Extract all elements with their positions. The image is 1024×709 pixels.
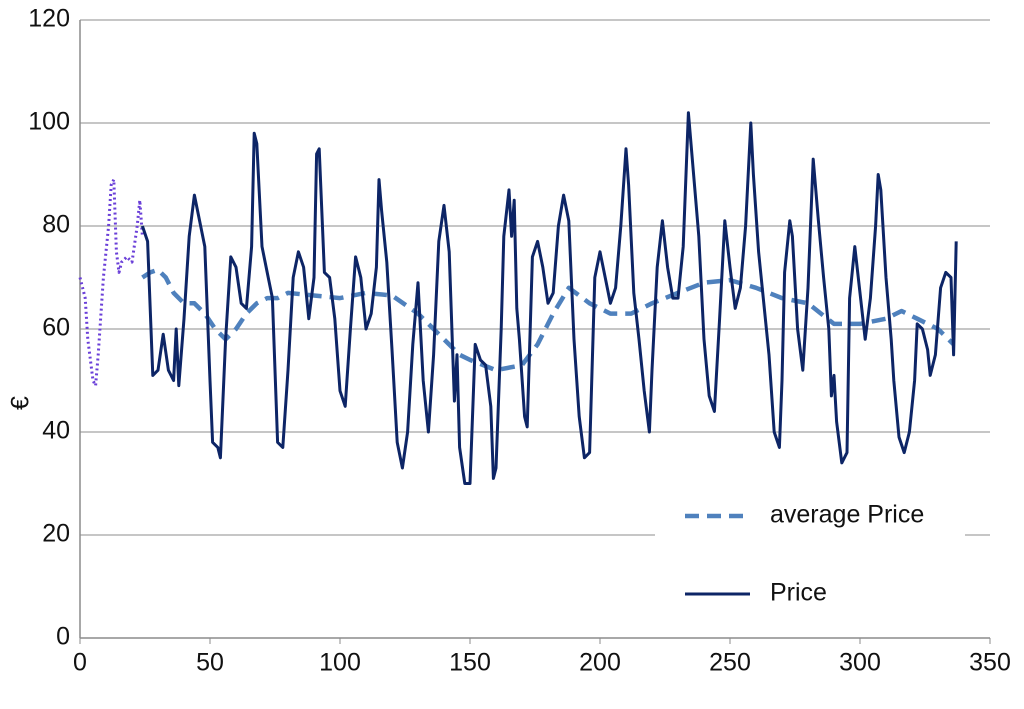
legend-label: Price [770, 579, 827, 607]
y-tick-label: 80 [42, 211, 70, 239]
x-tick-label: 100 [319, 649, 361, 677]
y-axis-label: € [7, 396, 35, 410]
x-tick-label: 300 [839, 649, 881, 677]
x-tick-label: 0 [73, 649, 87, 677]
x-tick-label: 50 [196, 649, 224, 677]
legend-label: average Price [770, 501, 924, 529]
y-tick-label: 60 [42, 314, 70, 342]
x-tick-label: 150 [449, 649, 491, 677]
x-tick-label: 200 [579, 649, 621, 677]
series-line [78, 178, 144, 388]
series-line [141, 267, 956, 373]
x-tick-label: 350 [969, 649, 1011, 677]
y-tick-label: 0 [56, 623, 70, 651]
y-tick-label: 20 [42, 520, 70, 548]
legend-box [655, 488, 965, 628]
y-tick-label: 100 [28, 108, 70, 136]
x-tick-label: 250 [709, 649, 751, 677]
y-tick-label: 120 [28, 5, 70, 33]
legend: average Price Price [655, 488, 965, 628]
y-tick-label: 40 [42, 417, 70, 445]
series-line [140, 111, 958, 485]
